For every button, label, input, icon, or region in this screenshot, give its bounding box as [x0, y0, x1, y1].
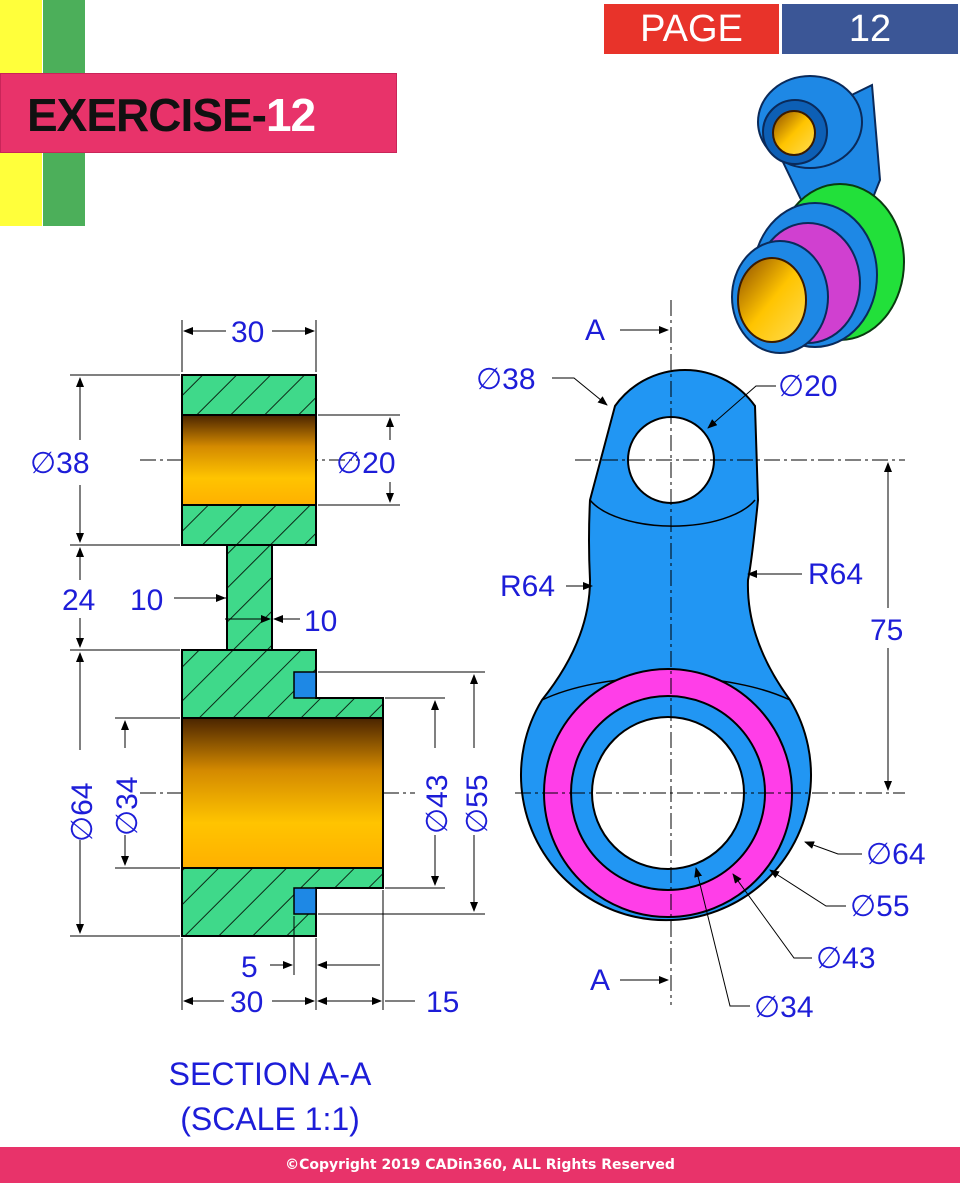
exercise-number: 12: [265, 89, 316, 141]
dim-bottom-width: 30: [230, 986, 263, 1019]
dim-top-width: 30: [231, 316, 264, 349]
section-mark-top: A: [585, 314, 605, 347]
dim-boss-dia: ∅64: [66, 782, 99, 842]
dim-groove-inner: ∅43: [421, 774, 454, 834]
exercise-title: EXERCISE-12: [27, 89, 316, 141]
front-dim-radius-left: R64: [500, 570, 555, 603]
front-view: A A ∅38 ∅20 R64 R64 75 ∅64 ∅55 ∅43 ∅34: [476, 300, 926, 1024]
front-dim-large-outer: ∅64: [866, 838, 926, 871]
front-dim-small-hole: ∅20: [778, 370, 838, 403]
yellow-bar-top: [0, 0, 42, 73]
page-number: 12: [782, 4, 958, 54]
dim-groove-outer: ∅55: [461, 774, 494, 834]
front-dim-groove-outer: ∅55: [850, 890, 910, 923]
front-dim-center-distance: 75: [870, 614, 903, 647]
exercise-banner: EXERCISE-12: [0, 73, 397, 153]
page-label: PAGE: [604, 4, 779, 54]
dim-web-left: 10: [130, 584, 163, 617]
section-title: SECTION A-A: [169, 1056, 372, 1092]
dim-web-length: 24: [62, 584, 95, 617]
yellow-bar-bottom: [0, 153, 42, 226]
front-dim-small-outer: ∅38: [476, 363, 536, 396]
section-mark-bottom: A: [590, 964, 610, 997]
front-dim-radius-right: R64: [808, 558, 863, 591]
dim-web-right: 10: [304, 605, 337, 638]
dim-step-width: 15: [426, 986, 459, 1019]
front-dim-bore: ∅34: [754, 991, 814, 1024]
isometric-preview: [731, 75, 905, 354]
front-dim-groove-inner: ∅43: [816, 942, 876, 975]
dim-hole-dia: ∅20: [336, 447, 396, 480]
green-bar-bottom: [43, 153, 85, 226]
technical-drawing: 30 ∅38 ∅20 24 10 10 ∅64 ∅3: [30, 75, 926, 1137]
dim-bore-dia: ∅34: [111, 776, 144, 836]
green-bar-top: [43, 0, 85, 73]
dim-left-dia: ∅38: [30, 447, 90, 480]
footer-copyright: ©Copyright 2019 CADin360, ALL Rights Res…: [0, 1147, 960, 1183]
dim-groove-width: 5: [241, 951, 258, 984]
section-scale: (SCALE 1:1): [180, 1101, 360, 1137]
section-view: 30 ∅38 ∅20 24 10 10 ∅64 ∅3: [30, 316, 494, 1137]
